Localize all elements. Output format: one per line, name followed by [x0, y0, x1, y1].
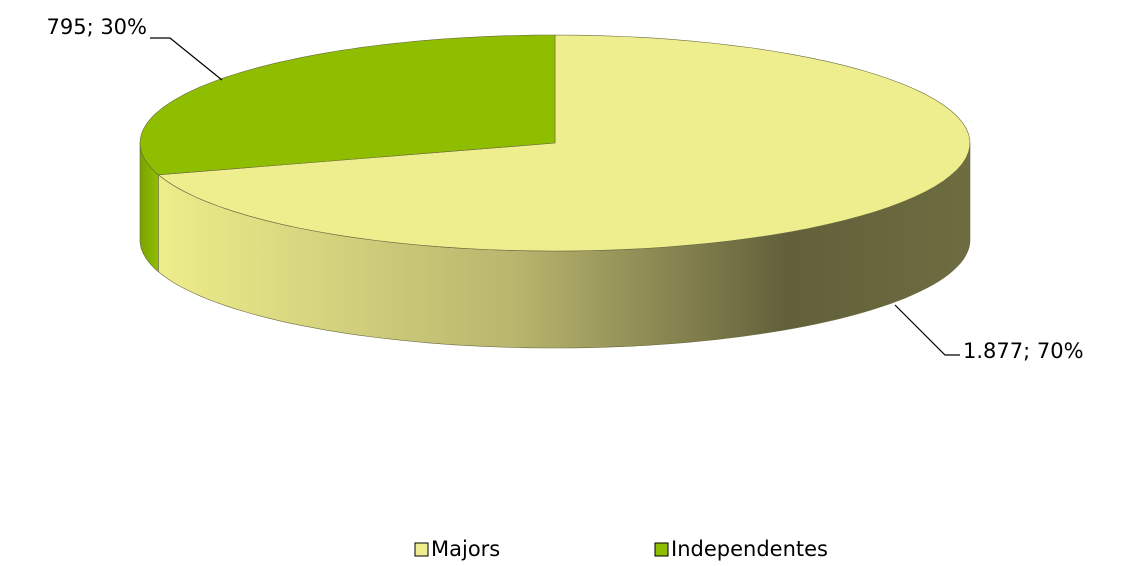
legend-swatch [654, 542, 669, 557]
slice [157, 34, 971, 252]
leader-line [150, 37, 223, 81]
legend-swatch [414, 542, 429, 557]
legend-label: Independentes [671, 537, 828, 561]
leader-line [894, 304, 960, 356]
data-labels: 1.877; 70% 795; 30% [46, 15, 1083, 363]
legend: Majors Independentes [414, 537, 828, 561]
pie [139, 34, 971, 349]
legend-label: Majors [431, 537, 500, 561]
data-label: 795; 30% [46, 15, 147, 39]
data-label: 1.877; 70% [963, 339, 1084, 363]
